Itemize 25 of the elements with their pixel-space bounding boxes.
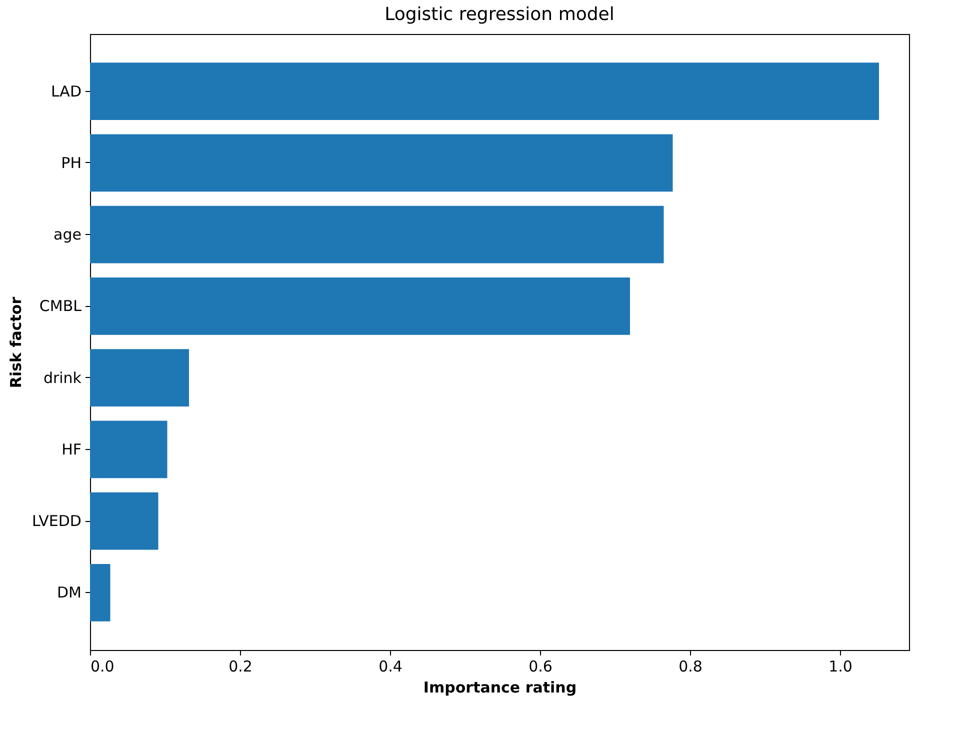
- y-tick-label: DM: [57, 584, 82, 602]
- y-tick-label: CMBL: [39, 297, 82, 316]
- bar: [90, 62, 879, 120]
- y-axis-title: Risk factor: [6, 296, 25, 388]
- x-axis-title: Importance rating: [423, 678, 577, 696]
- x-tick-label: 0.0: [90, 658, 114, 676]
- chart-title: Logistic regression model: [384, 4, 614, 25]
- x-tick-label: 0.6: [528, 658, 552, 676]
- bar: [90, 420, 168, 478]
- y-tick-label: LVEDD: [32, 512, 82, 530]
- x-tick-label: 0.2: [228, 658, 252, 676]
- x-tick-label: 1.0: [828, 658, 852, 676]
- bar: [90, 492, 158, 550]
- bar: [90, 564, 110, 622]
- y-tick-label: LAD: [50, 82, 82, 100]
- bar: [90, 206, 664, 264]
- y-tick-label: HF: [62, 440, 82, 458]
- y-tick-label: age: [54, 226, 82, 244]
- x-tick-label: 0.4: [378, 658, 402, 676]
- y-tick-label: PH: [61, 154, 82, 172]
- bar: [90, 278, 630, 335]
- bar: [90, 134, 673, 192]
- y-tick-label: drink: [43, 368, 82, 387]
- bar: [90, 349, 189, 406]
- x-tick-label: 0.8: [678, 658, 702, 676]
